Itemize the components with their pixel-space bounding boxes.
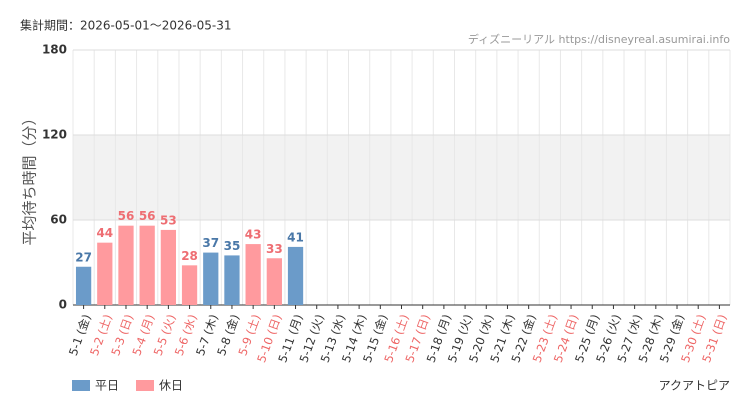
y-tick-label: 180: [42, 43, 67, 57]
bar: [181, 265, 198, 305]
bar: [139, 225, 155, 305]
value-label: 28: [181, 249, 198, 263]
y-tick-label: 0: [59, 298, 67, 312]
value-label: 33: [266, 242, 283, 256]
y-axis-label: 平均待ち時間（分）: [21, 110, 39, 245]
value-label: 41: [287, 230, 304, 244]
attraction: アクアトピア: [659, 379, 730, 393]
value-label: 35: [224, 239, 241, 253]
value-label: 56: [118, 209, 135, 223]
legend-swatch: [72, 380, 90, 391]
legend-label: 平日: [95, 379, 119, 393]
value-label: 53: [160, 213, 177, 227]
y-tick-label: 120: [42, 128, 67, 142]
bar: [118, 225, 134, 305]
bar: [75, 266, 92, 305]
grid-band: [73, 135, 730, 220]
y-tick-label: 60: [50, 213, 67, 227]
value-label: 44: [96, 226, 113, 240]
bar: [224, 255, 240, 305]
bar: [160, 229, 177, 305]
value-label: 56: [139, 209, 156, 223]
bar: [203, 252, 219, 305]
legend-swatch: [136, 380, 154, 391]
bar: [97, 242, 113, 305]
value-label: 27: [75, 250, 92, 264]
bar: [266, 258, 282, 305]
bar: [245, 244, 261, 305]
bar: [287, 246, 304, 305]
value-label: 43: [245, 228, 262, 242]
subtitle: 集計期間：2026-05-01～2026-05-31: [20, 18, 231, 33]
value-label: 37: [202, 236, 219, 250]
source: ディズニーリアル https://disneyreal.asumirai.inf…: [468, 32, 730, 46]
legend-label: 休日: [159, 379, 183, 393]
